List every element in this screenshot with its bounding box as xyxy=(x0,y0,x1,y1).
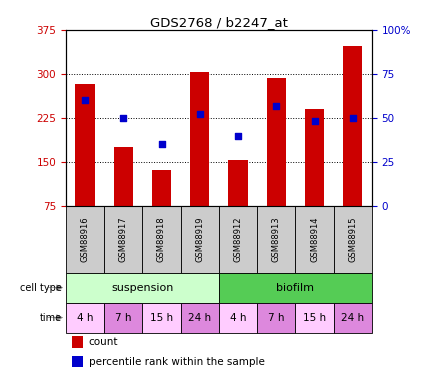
Title: GDS2768 / b2247_at: GDS2768 / b2247_at xyxy=(150,16,288,29)
Bar xyxy=(76,84,94,206)
Bar xyxy=(267,78,286,206)
Text: GSM88913: GSM88913 xyxy=(272,216,281,262)
Text: GSM88916: GSM88916 xyxy=(80,216,90,262)
Bar xyxy=(295,303,334,333)
Bar xyxy=(343,46,362,206)
Bar xyxy=(334,206,372,273)
Text: GSM88917: GSM88917 xyxy=(119,216,128,262)
Bar xyxy=(219,206,257,273)
Point xyxy=(196,111,203,117)
Text: GSM88912: GSM88912 xyxy=(233,217,243,262)
Text: GSM88915: GSM88915 xyxy=(348,217,357,262)
Bar xyxy=(104,206,142,273)
Text: 7 h: 7 h xyxy=(268,313,284,322)
Text: count: count xyxy=(89,337,118,347)
Text: 15 h: 15 h xyxy=(150,313,173,322)
Point xyxy=(158,141,165,147)
Bar xyxy=(152,170,171,206)
Bar xyxy=(66,273,219,303)
Point xyxy=(273,103,280,109)
Bar xyxy=(66,303,104,333)
Bar xyxy=(257,303,295,333)
Bar xyxy=(71,336,83,348)
Bar xyxy=(295,206,334,273)
Bar xyxy=(305,109,324,206)
Text: percentile rank within the sample: percentile rank within the sample xyxy=(89,357,265,367)
Point xyxy=(120,115,127,121)
Bar xyxy=(71,356,83,368)
Bar xyxy=(113,147,133,206)
Text: 7 h: 7 h xyxy=(115,313,131,322)
Bar xyxy=(181,206,219,273)
Point xyxy=(235,132,241,138)
Bar xyxy=(257,206,295,273)
Point xyxy=(349,115,356,121)
Bar xyxy=(66,206,104,273)
Bar xyxy=(190,72,209,206)
Text: GSM88914: GSM88914 xyxy=(310,217,319,262)
Point xyxy=(82,98,88,104)
Text: 4 h: 4 h xyxy=(77,313,93,322)
Bar xyxy=(229,160,247,206)
Text: 24 h: 24 h xyxy=(341,313,364,322)
Bar xyxy=(142,303,181,333)
Bar xyxy=(334,303,372,333)
Bar xyxy=(142,206,181,273)
Text: 15 h: 15 h xyxy=(303,313,326,322)
Text: cell type: cell type xyxy=(20,283,62,293)
Text: 4 h: 4 h xyxy=(230,313,246,322)
Text: time: time xyxy=(40,313,62,322)
Text: 24 h: 24 h xyxy=(188,313,211,322)
Text: biofilm: biofilm xyxy=(276,283,314,293)
Point xyxy=(311,118,318,124)
Text: GSM88919: GSM88919 xyxy=(195,217,204,262)
Text: GSM88918: GSM88918 xyxy=(157,216,166,262)
Text: suspension: suspension xyxy=(111,283,173,293)
Bar xyxy=(219,273,372,303)
Bar xyxy=(104,303,142,333)
Bar xyxy=(181,303,219,333)
Bar xyxy=(219,303,257,333)
